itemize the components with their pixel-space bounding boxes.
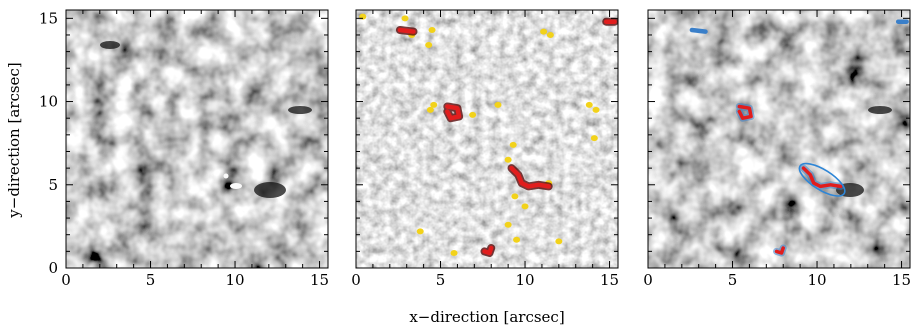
x-tick-label: 15 — [892, 271, 911, 289]
red-feature-contour — [509, 165, 551, 189]
yellow-detection — [425, 41, 433, 48]
x-tick-label: 0 — [351, 271, 361, 289]
yellow-detection — [450, 250, 458, 257]
panel-1-ticks: 0 5 10 15 0 5 10 15 — [39, 9, 329, 289]
yellow-detection — [509, 141, 517, 148]
yellow-detection — [469, 111, 477, 118]
yellow-detection — [590, 135, 598, 142]
red-feature-contour — [397, 27, 416, 34]
panel-3-frame — [647, 9, 911, 269]
panel-3-image — [648, 10, 910, 268]
panel-3: 0 5 10 15 — [643, 9, 911, 289]
x-tick-label: 0 — [643, 271, 653, 289]
x-tick-label: 0 — [61, 271, 71, 289]
y-tick-label: 15 — [39, 9, 58, 27]
yellow-detection — [585, 101, 593, 108]
red-feature-contour — [445, 104, 462, 121]
panel-2-ticks: 0 5 10 15 — [351, 10, 619, 289]
blue-feature-patch — [689, 27, 708, 34]
x-tick-label: 10 — [515, 271, 534, 289]
yellow-detection — [428, 26, 436, 33]
y-tick-label: 0 — [48, 259, 58, 277]
red-feature-contour — [482, 245, 494, 256]
red-feature-contour — [774, 246, 785, 255]
panel-3-ticks: 0 5 10 15 — [643, 10, 911, 289]
x-tick-label: 5 — [146, 271, 156, 289]
panel-2: 0 5 10 15 — [351, 9, 619, 289]
panel-2-frame — [355, 9, 619, 269]
panel-1-frame — [65, 9, 329, 269]
yellow-detection — [504, 221, 512, 228]
red-feature-contour — [737, 104, 753, 120]
yellow-detection — [511, 193, 519, 200]
y-tick-label: 5 — [48, 176, 58, 194]
y-axis-label: y−direction [arcsec] — [5, 62, 23, 218]
panel-1-dark-lanes — [100, 41, 312, 198]
yellow-detection — [513, 236, 521, 243]
yellow-detection — [521, 203, 529, 210]
x-tick-label: 10 — [225, 271, 244, 289]
y-tick-label: 10 — [39, 93, 58, 111]
red-feature-contour — [801, 166, 843, 189]
panel-1-image — [66, 10, 328, 268]
yellow-detection — [430, 101, 438, 108]
panel-3-features — [689, 19, 909, 257]
panel-2-red-contours — [395, 17, 618, 257]
yellow-detection — [416, 228, 424, 235]
x-tick-label: 15 — [310, 271, 329, 289]
yellow-detection — [504, 156, 512, 163]
x-tick-label: 5 — [436, 271, 446, 289]
yellow-detection — [592, 106, 600, 113]
x-tick-label: 15 — [600, 271, 619, 289]
x-axis-label: x−direction [arcsec] — [409, 308, 564, 326]
panel-2-image — [356, 10, 618, 268]
yellow-detection — [555, 238, 563, 245]
blue-ellipse-fit — [798, 162, 846, 197]
yellow-detection — [494, 101, 502, 108]
x-tick-label: 10 — [807, 271, 826, 289]
yellow-detection — [546, 31, 554, 38]
yellow-detection — [401, 15, 409, 22]
yellow-detection — [540, 28, 548, 35]
x-tick-label: 5 — [728, 271, 738, 289]
panel-1: 0 5 10 15 0 5 10 15 — [39, 9, 329, 289]
yellow-detection — [426, 106, 434, 113]
panel-1-bright-points — [223, 173, 242, 189]
